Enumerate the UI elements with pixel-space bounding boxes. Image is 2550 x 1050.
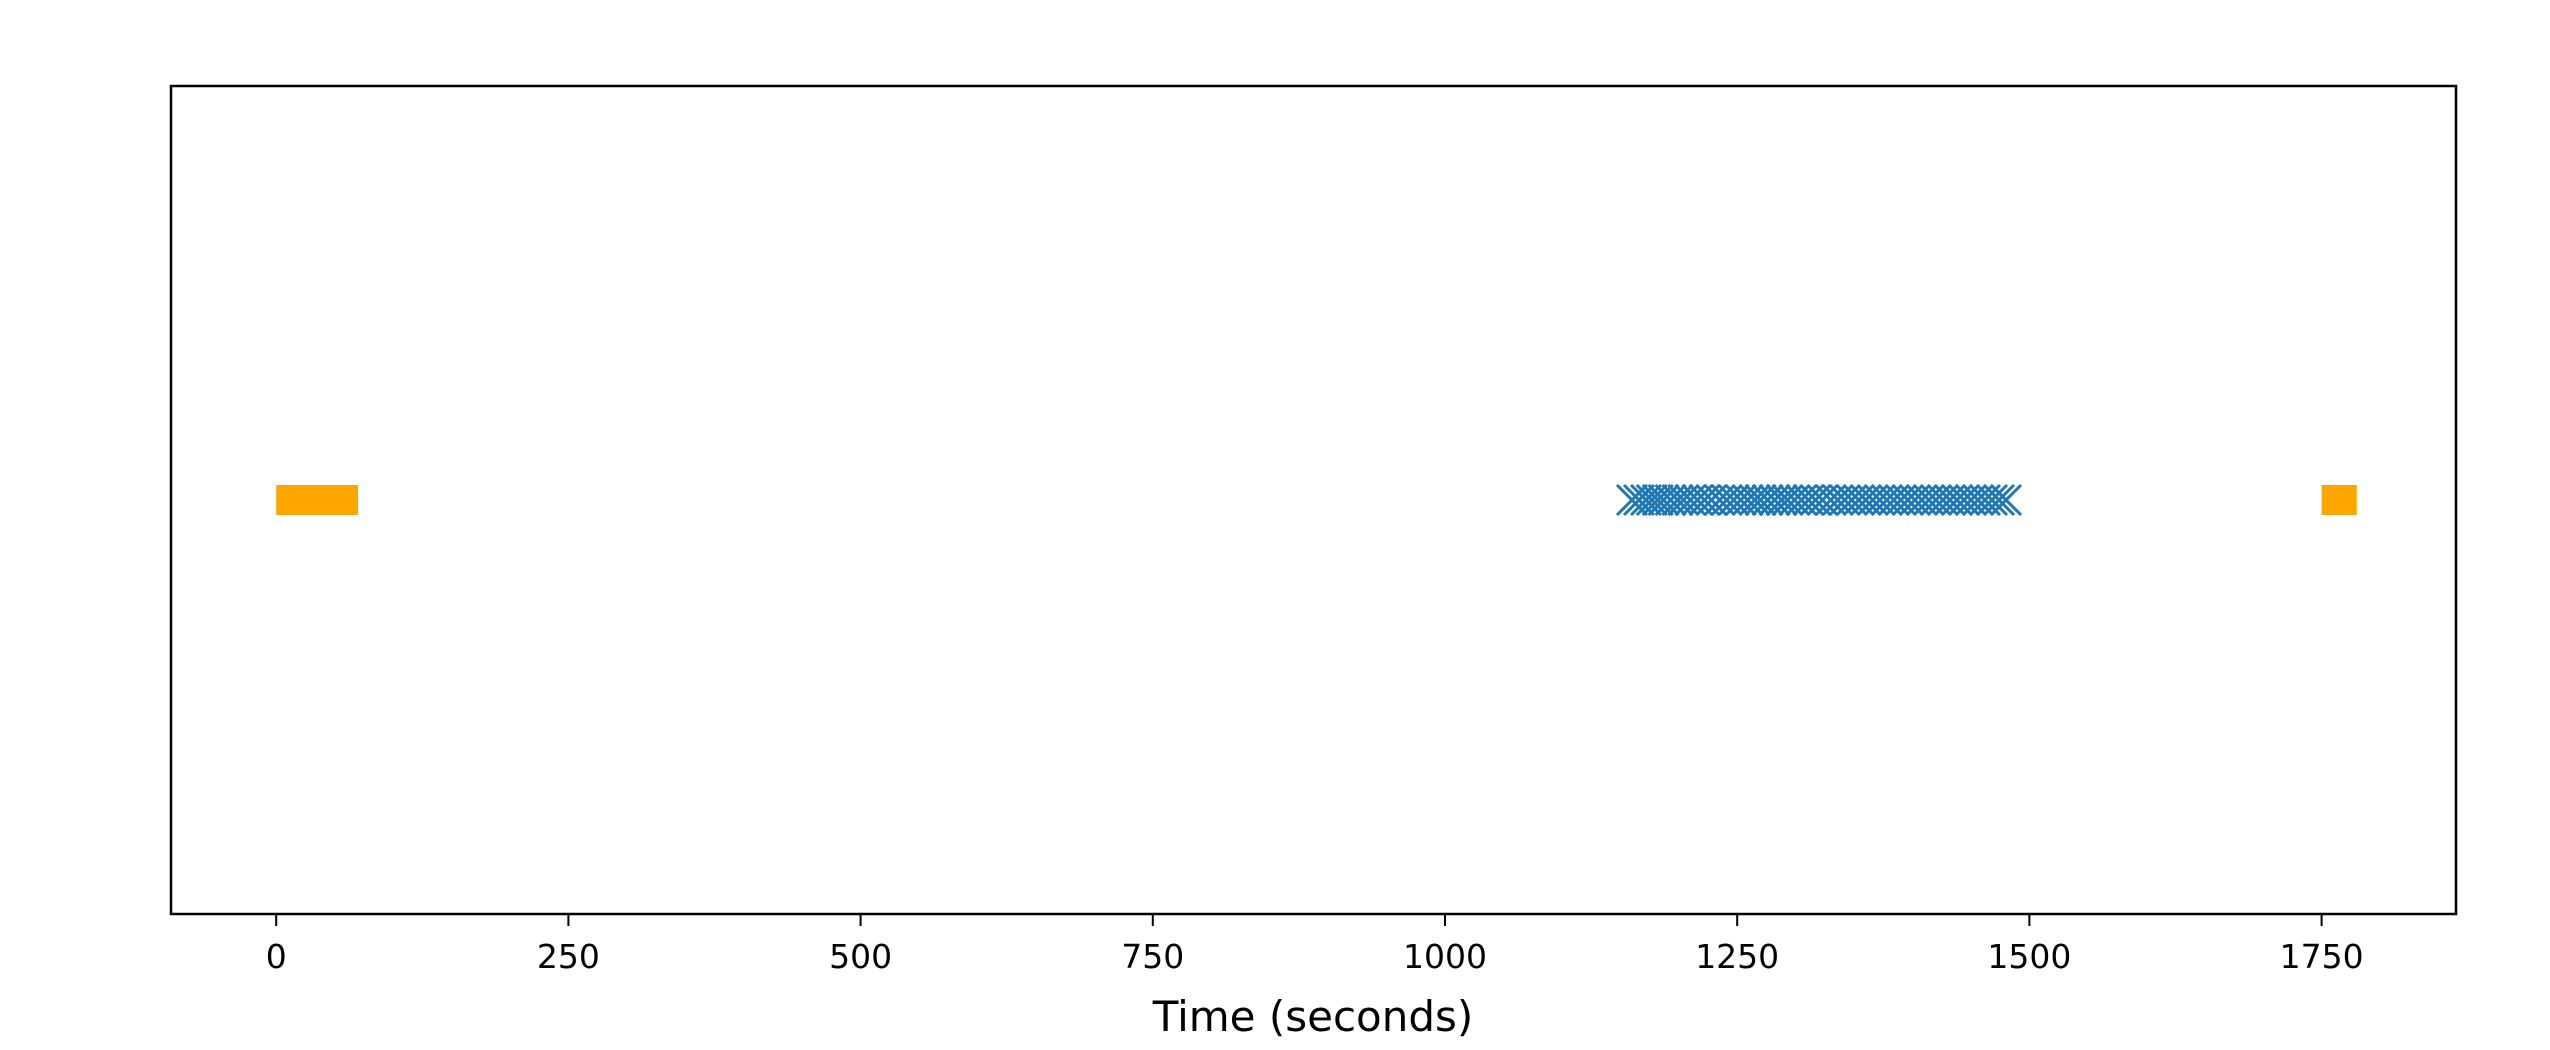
x-tick-label: 750 xyxy=(1121,937,1184,976)
x-axis-ticks: 0 250 500 750 1000 1250 1500 1750 xyxy=(266,914,2364,976)
x-tick-label: 250 xyxy=(537,937,600,976)
scatter-series xyxy=(1615,483,2023,517)
data-point xyxy=(1806,483,1839,517)
data-point xyxy=(1629,483,1663,517)
data-point xyxy=(1989,483,2023,517)
x-tick-label: 1250 xyxy=(1695,937,1779,976)
x-tick-label: 1750 xyxy=(2280,937,2364,976)
x-tick-label: 500 xyxy=(829,937,892,976)
data-point xyxy=(1688,483,1721,517)
data-point xyxy=(1681,483,1714,517)
data-point xyxy=(1799,483,1832,517)
data-point xyxy=(1975,483,2009,517)
x-axis-label: Time (seconds) xyxy=(1152,992,1474,1041)
interval-bar xyxy=(276,485,358,515)
data-point xyxy=(1792,483,1825,517)
interval-bar xyxy=(2321,485,2357,515)
plot-area xyxy=(171,86,2456,914)
plot-frame xyxy=(169,84,2458,916)
interval-series xyxy=(276,485,2357,515)
data-point xyxy=(1982,483,2016,517)
x-tick-label: 1500 xyxy=(1987,937,2071,976)
x-tick-label: 1000 xyxy=(1403,937,1487,976)
data-point xyxy=(1695,483,1728,517)
x-tick-label: 0 xyxy=(266,937,287,976)
